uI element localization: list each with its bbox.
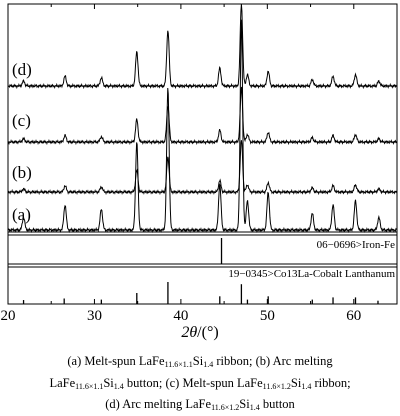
- caption-l1-b: Si: [192, 354, 204, 368]
- caption-l3-b: Si: [239, 397, 250, 411]
- xrd-trace-c: [7, 86, 397, 146]
- xrd-trace-b: [7, 140, 397, 196]
- x-tick-label: 20: [1, 308, 16, 324]
- xrd-trace-a: [7, 19, 397, 234]
- caption-l3-a-sub: 11.6×1.2: [211, 403, 240, 412]
- caption-l1-a-sub: 11.6×1.1: [164, 360, 193, 369]
- ref-label-fe: 06−0696>Iron-Fe: [317, 239, 396, 251]
- caption-l1-a: (a) Melt-spun LaFe: [67, 354, 165, 368]
- xrd-chart: (d)(c)(b)(a) 20 30 40 50 60 06−0696>Iron-Fe …: [1, 3, 398, 341]
- x-axis-label-symbol: 2θ: [181, 324, 197, 341]
- plot-frame: [7, 3, 398, 305]
- caption-l2-b-sub: 1.4: [113, 382, 124, 391]
- caption-l2-a: LaFe: [49, 376, 76, 390]
- caption-l2-d-sub: 1.4: [301, 382, 312, 391]
- caption-line-1: (a) Melt-spun LaFe11.6×1.1Si1.4 ribbon; …: [0, 354, 400, 369]
- caption-l1-c: ribbon; (b) Arc melting: [213, 354, 333, 368]
- caption-l2-c-sub: 11.6×1.2: [262, 382, 291, 391]
- trace-label-c: (c): [12, 111, 31, 130]
- x-tick-label: 60: [346, 308, 361, 324]
- x-axis-label: 2θ/(°): [181, 324, 218, 341]
- x-tick-label: 50: [260, 308, 275, 324]
- caption-l2-a-sub: 11.6×1.1: [75, 382, 104, 391]
- x-tick-label: 40: [173, 308, 188, 324]
- caption-line-2: LaFe11.6×1.1Si1.4 button; (c) Melt-spun …: [0, 376, 400, 391]
- caption-l2-c: button; (c) Melt-spun LaFe: [123, 376, 263, 390]
- trace-label-b: (b): [12, 163, 32, 182]
- xrd-trace-d: [7, 4, 397, 90]
- caption-l1-b-sub: 1.4: [203, 360, 214, 369]
- caption-l2-b: Si: [103, 376, 114, 390]
- caption-l3-c: button: [259, 397, 295, 411]
- caption-l3-b-sub: 1.4: [249, 403, 260, 412]
- x-axis-label-unit: /(°): [197, 324, 219, 341]
- trace-label-d: (d): [12, 60, 32, 79]
- caption-l3-a: (d) Arc melting LaFe: [105, 397, 212, 411]
- caption-line-3: (d) Arc melting LaFe11.6×1.2Si1.4 button: [0, 397, 400, 412]
- caption-l2-d: Si: [290, 376, 302, 390]
- ref-label-co13la: 19−0345>Co13La-Cobalt Lanthanum: [228, 268, 395, 280]
- trace-label-a: (a): [12, 205, 31, 224]
- x-tick-label: 30: [87, 308, 102, 324]
- caption-l2-e: ribbon;: [311, 376, 351, 390]
